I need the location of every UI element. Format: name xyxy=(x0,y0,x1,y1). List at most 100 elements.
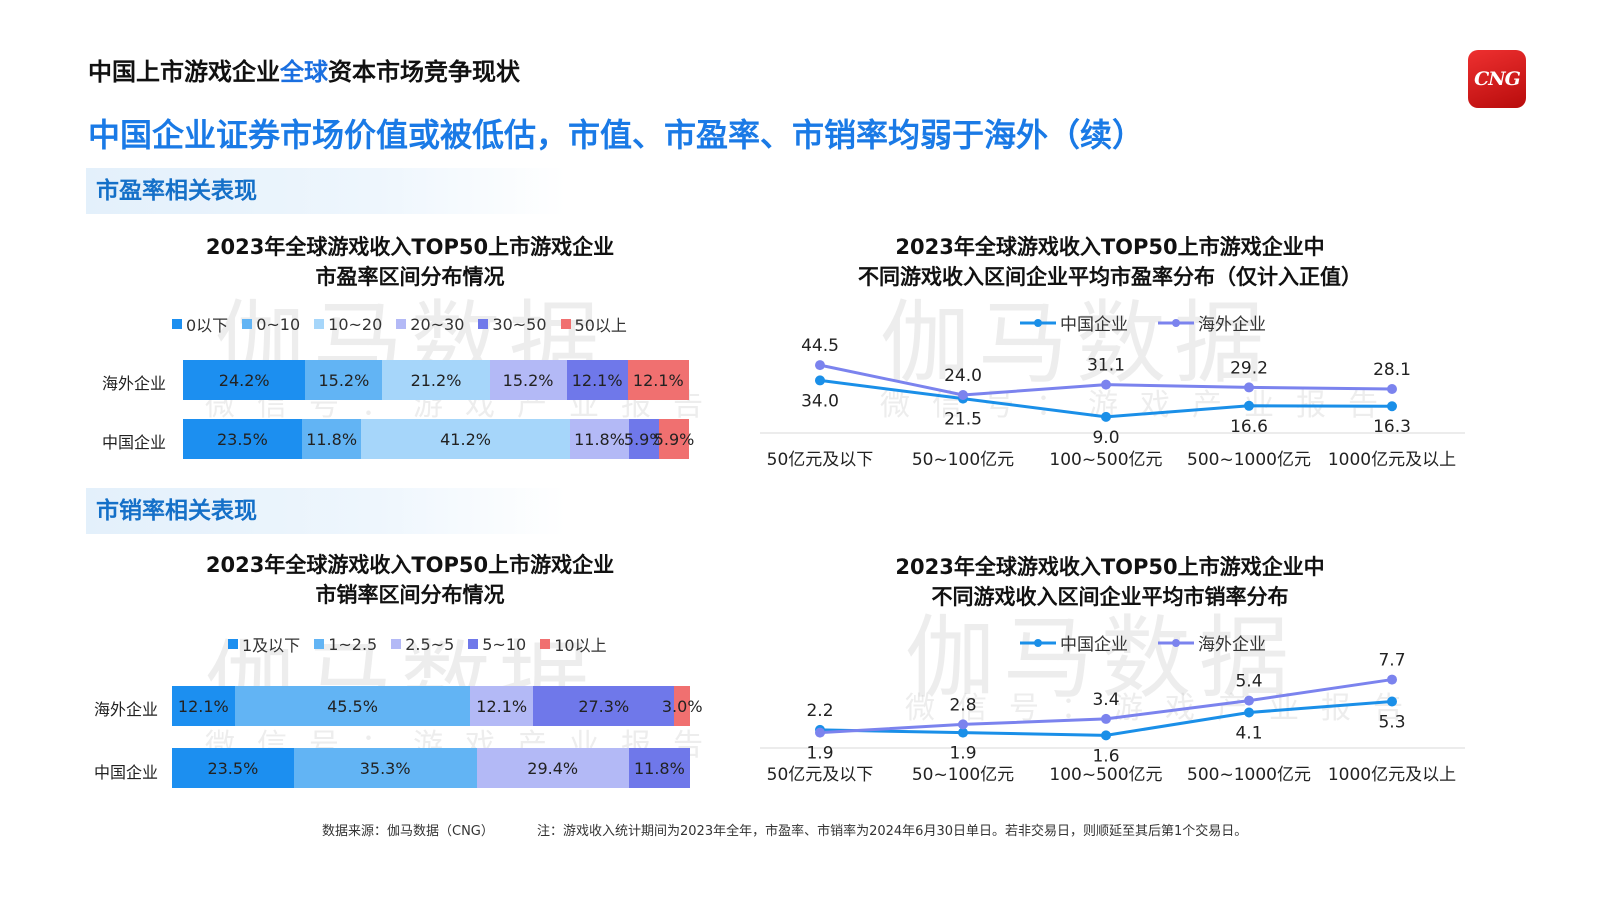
series-point xyxy=(815,360,825,371)
bar-row: 12.1% 45.5% 12.1% 27.3% 3.0% xyxy=(172,686,703,726)
ps-bar-title-line1: 2023年全球游戏收入TOP50上市游戏企业 xyxy=(205,553,615,577)
ps-bar-title-line2: 市销率区间分布情况 xyxy=(315,583,505,607)
legend-label: 中国企业 xyxy=(1060,315,1128,335)
x-tick-label: 500~1000亿元 xyxy=(1187,450,1311,470)
pe-bar-row-label-overseas: 海外企业 xyxy=(101,374,166,393)
legend-item: 50以上 xyxy=(560,312,627,336)
bar-row: 23.5% 11.8% 41.2% 11.8% 5.9% 5.9% xyxy=(183,419,694,459)
bar-segment: 11.8% xyxy=(301,419,362,459)
bar-segment: 3.0% xyxy=(662,686,703,726)
legend-label: 海外企业 xyxy=(1198,315,1266,335)
data-label: 5.4 xyxy=(1235,672,1262,692)
bar-segment: 12.1% xyxy=(627,360,689,400)
cng-logo: CNG xyxy=(1468,50,1526,108)
bar-segment-label: 21.2% xyxy=(410,370,462,390)
series-point xyxy=(958,719,968,730)
legend-swatch xyxy=(314,319,325,329)
legend-label: 10以上 xyxy=(554,636,607,655)
x-tick-label: 50亿元及以下 xyxy=(767,765,874,785)
ps-line-legend: 中国企业 海外企业 xyxy=(1020,630,1266,655)
bar-segment: 11.8% xyxy=(569,419,630,459)
bar-segment-label: 41.2% xyxy=(440,429,491,449)
series-point xyxy=(1387,696,1397,707)
pe-line-title-line2: 不同游戏收入区间企业平均市盈率分布（仅计入正值） xyxy=(858,265,1362,289)
series-point xyxy=(1244,400,1254,411)
legend-item: 中国企业 xyxy=(1020,310,1128,335)
series-point xyxy=(815,375,825,386)
bar-segment-label: 15.2% xyxy=(502,370,554,390)
series-point xyxy=(1387,674,1397,685)
legend-swatch xyxy=(391,639,402,649)
data-label: 1.6 xyxy=(1092,746,1119,766)
bar-row: 23.5% 35.3% 29.4% 11.8% xyxy=(172,748,690,788)
bar-segment-label: 23.5% xyxy=(207,758,259,778)
legend-line-swatch xyxy=(1020,638,1056,647)
legend-item: 20~30 xyxy=(396,315,464,334)
data-label: 16.6 xyxy=(1230,417,1268,437)
legend-swatch xyxy=(242,319,253,329)
legend-label: 2.5~5 xyxy=(405,634,455,654)
ps-line-chart-title: 2023年全球游戏收入TOP50上市游戏企业中 不同游戏收入区间企业平均市销率分… xyxy=(830,552,1390,612)
bar-segment-label: 12.1% xyxy=(632,370,684,390)
pe-bar-title-line1: 2023年全球游戏收入TOP50上市游戏企业 xyxy=(205,235,615,259)
footer-source: 数据来源：伽马数据（CNG） xyxy=(322,824,494,839)
series-point xyxy=(958,390,968,400)
series-point xyxy=(1387,401,1397,412)
section-ps: 市销率相关表现 xyxy=(86,488,566,534)
data-label: 21.5 xyxy=(944,410,982,430)
series-point xyxy=(1101,730,1111,741)
legend-item: 1及以下 xyxy=(228,632,300,656)
pe-bar-title-line2: 市盈率区间分布情况 xyxy=(315,265,505,289)
bar-segment-label: 12.1% xyxy=(571,370,623,390)
series-point xyxy=(1101,411,1111,422)
bar-segment: 15.2% xyxy=(489,360,567,400)
legend-swatch xyxy=(314,639,325,649)
legend-swatch xyxy=(228,639,238,649)
legend-item: 海外企业 xyxy=(1158,630,1266,655)
legend-item: 2.5~5 xyxy=(391,635,454,654)
pe-bar-plot: 24.2% 15.2% 21.2% 15.2% 12.1% 12.1% 23.5% 11.8%… xyxy=(183,360,694,478)
x-tick-label: 100~500亿元 xyxy=(1049,450,1162,470)
x-tick-label: 50亿元及以下 xyxy=(767,450,874,470)
bar-segment: 12.1% xyxy=(172,686,235,726)
data-label: 29.2 xyxy=(1230,358,1268,378)
bar-segment-label: 5.9% xyxy=(653,429,695,449)
legend-label: 50以上 xyxy=(574,316,627,335)
data-label: 2.2 xyxy=(806,701,833,721)
legend-label: 海外企业 xyxy=(1198,635,1266,655)
legend-label: 0~10 xyxy=(256,314,301,334)
bar-segment: 23.5% xyxy=(183,419,302,459)
section-pe: 市盈率相关表现 xyxy=(86,168,566,214)
pe-bar-row-label-china: 中国企业 xyxy=(101,433,166,452)
pe-line-title-line1: 2023年全球游戏收入TOP50上市游戏企业中 xyxy=(895,235,1325,259)
legend-label: 1及以下 xyxy=(242,636,301,655)
ps-line-title-line2: 不同游戏收入区间企业平均市销率分布 xyxy=(931,585,1289,609)
data-label: 3.4 xyxy=(1092,690,1119,710)
legend-swatch xyxy=(478,319,489,329)
data-label: 1.9 xyxy=(949,744,976,764)
bar-segment: 24.2% xyxy=(183,360,306,400)
series-point xyxy=(1244,695,1254,706)
ps-bar-plot: 12.1% 45.5% 12.1% 27.3% 3.0% 23.5% 35.3% 29.4% 1… xyxy=(172,686,703,810)
legend-swatch xyxy=(172,319,182,329)
bar-segment: 12.1% xyxy=(470,686,534,726)
legend-label: 10~20 xyxy=(328,314,383,334)
legend-item: 30~50 xyxy=(478,315,547,334)
bar-segment-label: 29.4% xyxy=(527,758,579,778)
title-highlight: 全球 xyxy=(280,58,328,86)
pe-line-plot: 50亿元及以下 50~100亿元 100~500亿元 500~1000亿元 1000亿元… xyxy=(760,336,1465,470)
bar-segment-label: 27.3% xyxy=(578,696,630,716)
data-label: 34.0 xyxy=(801,391,839,411)
bar-segment: 12.1% xyxy=(566,360,628,400)
legend-item: 0~10 xyxy=(242,315,300,334)
legend-label: 20~30 xyxy=(410,314,465,334)
legend-swatch xyxy=(468,639,479,649)
bar-segment-label: 24.2% xyxy=(218,370,270,390)
bar-segment-label: 12.1% xyxy=(177,696,229,716)
legend-label: 5~10 xyxy=(482,634,527,654)
series-point xyxy=(958,727,968,738)
bar-segment: 29.4% xyxy=(476,748,629,788)
legend-item: 5~10 xyxy=(468,635,526,654)
pe-line-legend: 中国企业 海外企业 xyxy=(1020,310,1266,335)
bar-segment: 45.5% xyxy=(234,686,471,726)
